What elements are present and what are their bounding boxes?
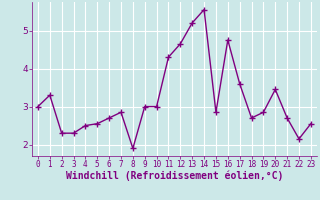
X-axis label: Windchill (Refroidissement éolien,°C): Windchill (Refroidissement éolien,°C): [66, 171, 283, 181]
